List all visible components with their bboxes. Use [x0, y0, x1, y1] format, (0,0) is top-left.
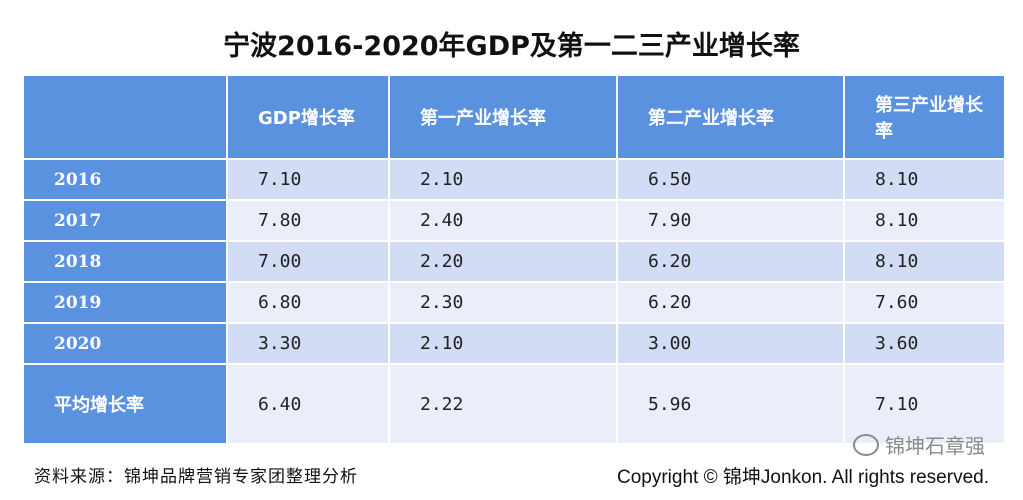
table-cell: 6.50 — [616, 158, 845, 201]
table-cell: 8.10 — [843, 199, 1006, 242]
table-cell: 2.22 — [388, 363, 618, 445]
copyright-note: Copyright © 锦坤Jonkon. All rights reserve… — [617, 467, 989, 488]
table-row: 2019 6.80 2.30 6.20 7.60 — [22, 281, 1006, 324]
table-cell: 2.10 — [388, 158, 618, 201]
table-cell: 3.00 — [616, 322, 845, 365]
page-title: 宁波2016-2020年GDP及第一二三产业增长率 — [223, 31, 800, 62]
row-label: 2016 — [22, 158, 228, 201]
row-label: 平均增长率 — [22, 363, 228, 445]
table-header-tertiary: 第三产业增长率 — [843, 74, 1006, 160]
table-header-row: GDP增长率 第一产业增长率 第二产业增长率 第三产业增长率 — [22, 74, 1006, 160]
watermark-text: 锦坤石章强 — [885, 434, 985, 458]
table-header-gdp: GDP增长率 — [226, 74, 390, 160]
table-row: 2018 7.00 2.20 6.20 8.10 — [22, 240, 1006, 283]
table-cell: 3.30 — [226, 322, 390, 365]
wechat-icon — [853, 433, 879, 456]
table-cell: 7.90 — [616, 199, 845, 242]
table-cell: 6.20 — [616, 281, 845, 324]
table-cell: 2.30 — [388, 281, 618, 324]
table-row: 2020 3.30 2.10 3.00 3.60 — [22, 322, 1006, 365]
row-label: 2020 — [22, 322, 228, 365]
table-cell: 8.10 — [843, 158, 1006, 201]
table-cell: 8.10 — [843, 240, 1006, 283]
table-cell: 6.40 — [226, 363, 390, 445]
table-cell: 6.20 — [616, 240, 845, 283]
table-cell: 6.80 — [226, 281, 390, 324]
table-cell: 7.10 — [843, 363, 1006, 445]
table-cell: 7.60 — [843, 281, 1006, 324]
watermark: 锦坤石章强 — [853, 430, 985, 459]
table-header-corner — [22, 74, 228, 160]
table-row: 2017 7.80 2.40 7.90 8.10 — [22, 199, 1006, 242]
table-cell: 3.60 — [843, 322, 1006, 365]
source-note: 资料来源：锦坤品牌营销专家团整理分析 — [34, 467, 358, 487]
row-label: 2018 — [22, 240, 228, 283]
table-cell: 7.10 — [226, 158, 390, 201]
row-label: 2017 — [22, 199, 228, 242]
table-cell: 5.96 — [616, 363, 845, 445]
row-label: 2019 — [22, 281, 228, 324]
table-header-primary: 第一产业增长率 — [388, 74, 618, 160]
table-cell: 2.10 — [388, 322, 618, 365]
table-cell: 2.40 — [388, 199, 618, 242]
table-cell: 7.80 — [226, 199, 390, 242]
table-row-average: 平均增长率 6.40 2.22 5.96 7.10 — [22, 363, 1006, 445]
table-cell: 7.00 — [226, 240, 390, 283]
growth-table: GDP增长率 第一产业增长率 第二产业增长率 第三产业增长率 2016 7.10… — [22, 74, 1006, 445]
table-cell: 2.20 — [388, 240, 618, 283]
table-header-secondary: 第二产业增长率 — [616, 74, 845, 160]
table-row: 2016 7.10 2.10 6.50 8.10 — [22, 158, 1006, 201]
